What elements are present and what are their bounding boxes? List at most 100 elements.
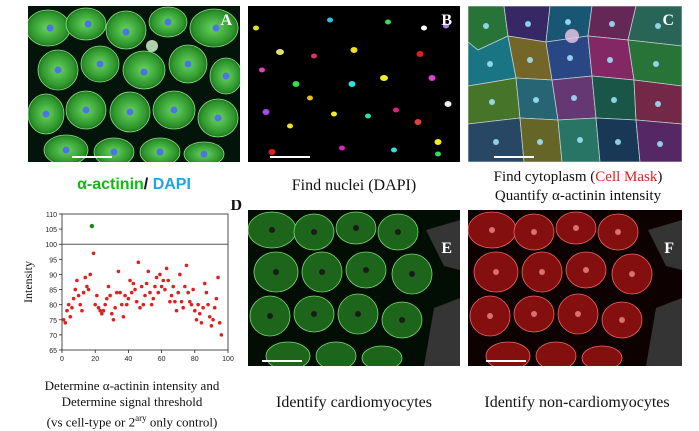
scale-bar (72, 156, 112, 158)
caption-d-post: only control) (146, 414, 218, 430)
data-point (96, 305, 101, 310)
data-point (193, 308, 197, 313)
data-point (219, 333, 224, 337)
data-point (207, 314, 212, 319)
data-point (68, 314, 73, 319)
data-point (188, 299, 192, 304)
panel-e-cells (248, 210, 460, 366)
data-point (191, 287, 195, 292)
panel-c-image: C (468, 6, 682, 162)
panel-letter-b: B (441, 12, 452, 29)
data-point (171, 284, 176, 289)
data-point (134, 299, 139, 304)
data-point (196, 302, 200, 307)
caption-c-pre: Find cytoplasm ( (493, 169, 596, 185)
data-point (63, 321, 68, 325)
data-point (184, 263, 189, 268)
data-point (123, 293, 127, 298)
data-point (197, 311, 202, 316)
data-point (91, 251, 96, 256)
data-point (108, 293, 112, 298)
panel-e-image: E (248, 210, 460, 366)
data-point (149, 302, 154, 307)
data-point (174, 308, 179, 313)
data-point (100, 311, 104, 316)
x-tick-label: 40 (125, 356, 133, 363)
panel-c-segmentation (468, 6, 682, 162)
panel-d-chart: 65 70 75 80 85 90 95 100 105 110 0 20 40 60 80 100 Inten… (18, 200, 246, 368)
caption-a: α-actinin/ DAPI (28, 176, 240, 194)
data-point (86, 287, 91, 292)
data-point (173, 299, 177, 304)
panel-f-image: F (468, 210, 682, 366)
x-tick-label: 0 (60, 356, 64, 363)
data-point (186, 290, 190, 295)
data-point (110, 311, 114, 316)
data-point (98, 308, 102, 313)
data-point (128, 278, 132, 283)
data-point (129, 290, 134, 295)
panel-a-cells (28, 6, 240, 162)
caption-a-alpha-actinin: α-actinin (77, 176, 144, 193)
y-tick-label: 65 (49, 348, 57, 355)
data-point (206, 302, 210, 307)
x-tick-label: 80 (191, 356, 199, 363)
data-point (217, 321, 222, 325)
y-tick-label: 85 (49, 288, 57, 295)
data-point (103, 302, 107, 307)
data-point (113, 305, 117, 310)
data-point (153, 284, 157, 289)
data-point (209, 324, 214, 328)
data-point (166, 278, 171, 283)
data-point (141, 302, 146, 307)
data-point (105, 296, 109, 301)
y-tick-label: 105 (45, 227, 57, 234)
panel-b-nuclei (248, 6, 460, 162)
caption-d-line1: Determine α-actinin intensity and (44, 378, 220, 393)
outlier-point (89, 223, 95, 229)
caption-d-sup: ary (135, 413, 147, 423)
scale-bar (270, 156, 310, 158)
x-tick-label: 100 (222, 356, 234, 363)
data-point (168, 299, 172, 304)
scale-bar (486, 360, 526, 362)
y-tick-label: 90 (49, 272, 57, 279)
y-tick-label: 75 (49, 318, 57, 325)
caption-b: Find nuclei (DAPI) (291, 177, 417, 194)
plot-frame (61, 213, 229, 351)
data-point (156, 290, 161, 295)
data-point (179, 299, 184, 304)
data-point (144, 281, 149, 286)
caption-d-line3: (vs cell-type or 2ary only control) (10, 410, 254, 430)
data-point (212, 305, 217, 310)
y-tick-label: 100 (45, 242, 57, 249)
data-point (106, 284, 111, 289)
data-point (159, 284, 164, 289)
x-tick-label: 20 (91, 356, 99, 363)
data-point (116, 269, 121, 274)
data-point (136, 260, 141, 265)
y-tick-label: 70 (49, 333, 57, 340)
data-point (119, 302, 124, 307)
data-point (201, 305, 205, 310)
caption-c-line1: Find cytoplasm (Cell Mask) (463, 168, 693, 187)
caption-d-pre: (vs cell-type or 2 (46, 414, 136, 430)
data-point (78, 302, 83, 307)
intensity-scatter-chart: 65 70 75 80 85 90 95 100 105 110 0 20 40 60 80 100 Inten… (21, 212, 234, 363)
caption-d: Determine α-actinin intensity and Determ… (10, 378, 254, 430)
data-point (126, 296, 131, 301)
x-tick-label: 60 (158, 356, 166, 363)
data-point (151, 296, 156, 301)
data-point (194, 317, 199, 322)
data-point (154, 275, 159, 280)
data-point (118, 290, 122, 295)
y-tick-label: 80 (49, 303, 57, 310)
panel-a-image: A (28, 6, 240, 162)
data-point (124, 302, 129, 307)
data-point (138, 305, 142, 310)
caption-c-line2: Quantify α-actinin intensity (494, 188, 662, 204)
data-point (216, 275, 220, 280)
data-point (83, 275, 88, 280)
data-point (73, 287, 78, 292)
data-point (114, 290, 119, 295)
